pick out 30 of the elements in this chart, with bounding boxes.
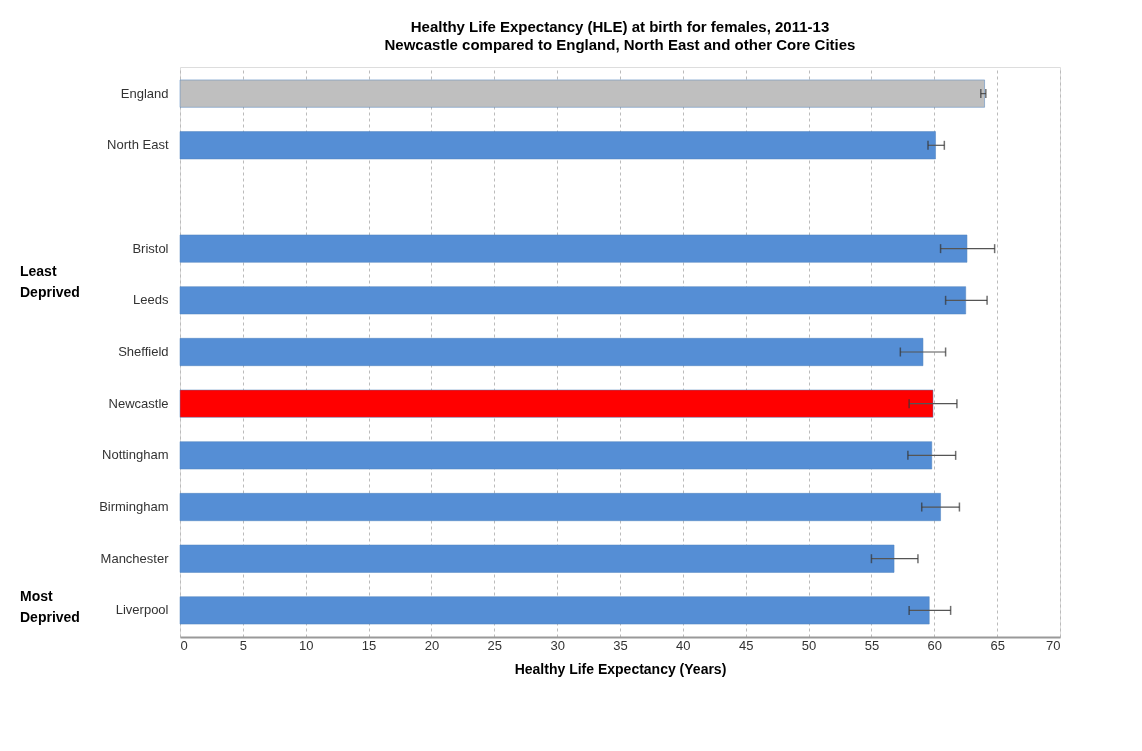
x-tick-label: 5 bbox=[239, 637, 247, 653]
x-tick-label: 40 bbox=[676, 637, 691, 653]
y-tick-label: North East bbox=[107, 137, 169, 153]
y-tick-label: Birmingham bbox=[99, 499, 169, 515]
y-tick-label: Bristol bbox=[132, 240, 169, 256]
y-tick-label: England bbox=[120, 85, 169, 101]
x-tick-label: 0 bbox=[180, 637, 188, 653]
x-tick-label: 70 bbox=[1046, 637, 1061, 653]
x-tick-label: 50 bbox=[801, 637, 817, 653]
x-tick-label: 65 bbox=[990, 637, 1005, 653]
x-tick-label: 25 bbox=[487, 637, 503, 653]
y-tick-label: Sheffield bbox=[118, 344, 169, 359]
x-tick-label: 15 bbox=[361, 637, 377, 653]
y-tick-label: Newcastle bbox=[108, 395, 169, 411]
x-tick-label: 55 bbox=[864, 637, 880, 653]
y-tick-label: Leeds bbox=[133, 292, 169, 308]
x-tick-label: 35 bbox=[613, 637, 628, 653]
x-axis-title: Healthy Life Expectancy (Years) bbox=[514, 660, 727, 677]
y-tick-label: Liverpool bbox=[115, 602, 169, 618]
x-tick-label: 30 bbox=[550, 637, 565, 653]
text: Least Deprived bbox=[20, 263, 80, 301]
y-tick-label: Nottingham bbox=[102, 447, 169, 463]
x-tick-label: 10 bbox=[298, 637, 314, 653]
text: Most Deprived bbox=[20, 588, 80, 626]
chart-title: Healthy Life Expectancy (HLE) at birth for females, 2011-13 bbox=[410, 18, 830, 35]
x-tick-label: 45 bbox=[738, 637, 754, 653]
chart-subtitle: Newcastle compared to England, North East and other Core Cities bbox=[384, 36, 856, 53]
x-tick-label: 60 bbox=[927, 637, 943, 653]
x-tick-label: 20 bbox=[424, 637, 440, 653]
y-tick-label: Manchester bbox=[100, 550, 170, 566]
